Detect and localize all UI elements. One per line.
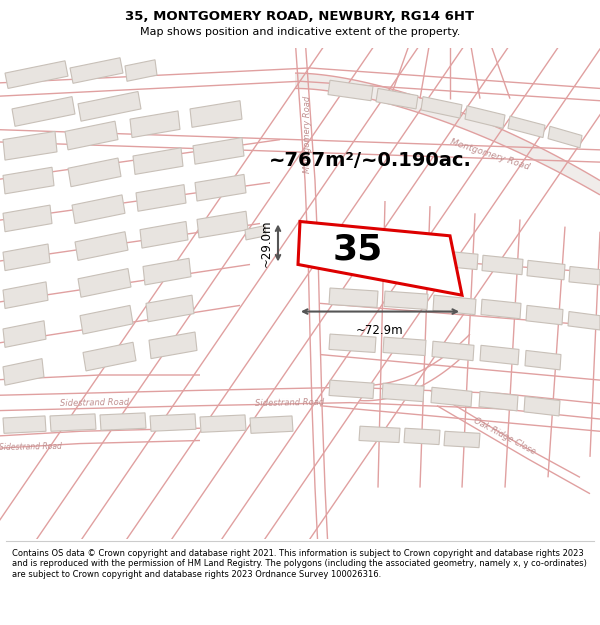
Polygon shape [479, 391, 518, 411]
Text: ~767m²/~0.190ac.: ~767m²/~0.190ac. [269, 151, 472, 169]
Polygon shape [404, 428, 440, 444]
Polygon shape [482, 255, 523, 275]
Polygon shape [78, 91, 141, 121]
Polygon shape [328, 80, 373, 101]
Text: ~29.0m: ~29.0m [260, 219, 273, 267]
Polygon shape [3, 359, 44, 385]
Polygon shape [80, 306, 133, 334]
Polygon shape [524, 396, 560, 416]
Polygon shape [384, 246, 430, 266]
Polygon shape [433, 295, 476, 314]
Polygon shape [197, 211, 248, 238]
Polygon shape [100, 413, 146, 430]
Polygon shape [78, 269, 131, 298]
Polygon shape [200, 415, 246, 432]
Polygon shape [143, 258, 191, 285]
Polygon shape [431, 388, 472, 407]
Polygon shape [3, 321, 46, 348]
Polygon shape [329, 334, 376, 352]
Polygon shape [195, 174, 246, 201]
Text: Montgomery Road: Montgomery Road [304, 96, 313, 173]
Polygon shape [65, 121, 118, 150]
Polygon shape [526, 306, 563, 325]
Polygon shape [5, 61, 68, 88]
Polygon shape [136, 184, 186, 211]
Polygon shape [12, 97, 75, 126]
Polygon shape [140, 221, 188, 248]
Polygon shape [150, 414, 196, 431]
Polygon shape [421, 97, 462, 118]
Text: Sidestrand Road: Sidestrand Road [0, 442, 62, 452]
Polygon shape [384, 291, 428, 309]
Polygon shape [193, 138, 244, 164]
Polygon shape [149, 332, 197, 359]
Polygon shape [3, 168, 54, 194]
Polygon shape [481, 299, 521, 319]
Polygon shape [70, 58, 123, 83]
Polygon shape [190, 101, 242, 127]
Polygon shape [72, 195, 125, 224]
Polygon shape [383, 337, 426, 356]
Text: Map shows position and indicative extent of the property.: Map shows position and indicative extent… [140, 27, 460, 37]
Polygon shape [568, 311, 600, 330]
Polygon shape [3, 244, 50, 271]
Polygon shape [250, 416, 293, 433]
Polygon shape [382, 383, 424, 402]
Polygon shape [146, 295, 194, 322]
Text: Oak Ridge Close: Oak Ridge Close [472, 416, 538, 456]
Polygon shape [434, 250, 478, 269]
Polygon shape [359, 426, 400, 442]
Text: ~72.9m: ~72.9m [356, 324, 404, 337]
Polygon shape [3, 131, 57, 160]
Text: Contains OS data © Crown copyright and database right 2021. This information is : Contains OS data © Crown copyright and d… [12, 549, 587, 579]
Polygon shape [83, 342, 136, 371]
Polygon shape [548, 126, 582, 148]
Polygon shape [295, 73, 600, 195]
Polygon shape [508, 116, 545, 138]
Polygon shape [432, 341, 474, 361]
Text: 35, MONTGOMERY ROAD, NEWBURY, RG14 6HT: 35, MONTGOMERY ROAD, NEWBURY, RG14 6HT [125, 11, 475, 24]
Polygon shape [298, 221, 462, 295]
Polygon shape [465, 106, 505, 128]
Polygon shape [376, 88, 418, 109]
Polygon shape [569, 266, 600, 285]
Text: Montgomery Road: Montgomery Road [449, 138, 531, 172]
Polygon shape [75, 232, 128, 261]
Text: Sidestrand Road: Sidestrand Road [256, 398, 325, 408]
Polygon shape [444, 431, 480, 447]
Polygon shape [525, 351, 561, 370]
Polygon shape [527, 261, 565, 280]
Polygon shape [68, 158, 121, 187]
Polygon shape [329, 380, 374, 399]
Polygon shape [329, 288, 378, 308]
Polygon shape [245, 226, 266, 240]
Polygon shape [50, 414, 96, 431]
Polygon shape [3, 416, 46, 433]
Text: 35: 35 [332, 232, 383, 266]
Polygon shape [3, 282, 48, 309]
Polygon shape [480, 346, 519, 365]
Polygon shape [125, 60, 157, 81]
Polygon shape [329, 242, 380, 262]
Polygon shape [3, 205, 52, 232]
Text: Sidestrand Road: Sidestrand Road [61, 398, 130, 408]
Polygon shape [130, 111, 180, 138]
Polygon shape [133, 148, 183, 174]
